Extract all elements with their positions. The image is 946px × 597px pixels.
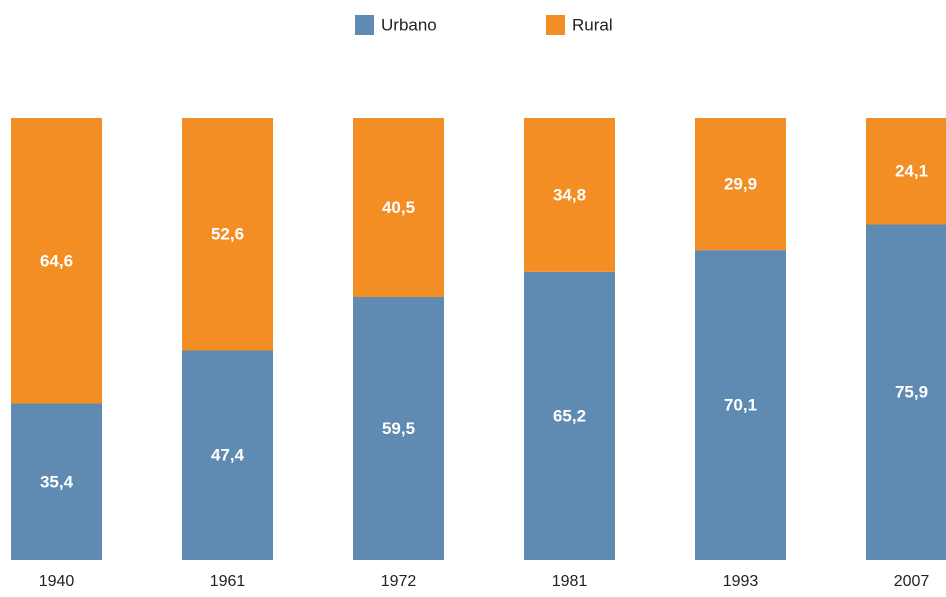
data-label: 59,5 — [382, 419, 415, 438]
data-label: 47,4 — [211, 446, 245, 465]
legend-swatch — [355, 15, 374, 35]
bar-segment — [695, 118, 786, 251]
bar-segment — [866, 118, 946, 225]
data-label: 34,8 — [553, 185, 586, 204]
legend-label: Rural — [572, 15, 613, 34]
data-label: 70,1 — [724, 396, 757, 415]
data-label: 75,9 — [895, 383, 928, 402]
legend-swatch — [546, 15, 565, 35]
bar-segment — [695, 250, 786, 560]
data-label: 64,6 — [40, 251, 73, 270]
x-tick-label: 1940 — [39, 573, 75, 590]
bar-segment — [182, 350, 273, 560]
data-label: 35,4 — [40, 472, 74, 491]
data-label: 40,5 — [382, 198, 415, 217]
data-label: 65,2 — [553, 406, 586, 425]
data-label: 29,9 — [724, 175, 757, 194]
x-tick-label: 1961 — [210, 573, 246, 590]
bar-segment — [866, 224, 946, 560]
bar-segment — [524, 118, 615, 272]
x-tick-label: 1972 — [381, 573, 417, 590]
bar-segment — [353, 297, 444, 560]
bar-segment — [182, 118, 273, 351]
data-label: 52,6 — [211, 225, 244, 244]
x-tick-label: 1981 — [552, 573, 588, 590]
bar-segment — [353, 118, 444, 298]
bar-segment — [11, 403, 102, 560]
data-label: 24,1 — [895, 162, 928, 181]
legend-label: Urbano — [381, 15, 437, 34]
bar-segment — [524, 271, 615, 560]
bar-segment — [11, 118, 102, 404]
x-tick-label: 2007 — [894, 573, 930, 590]
x-tick-label: 1993 — [723, 573, 759, 590]
